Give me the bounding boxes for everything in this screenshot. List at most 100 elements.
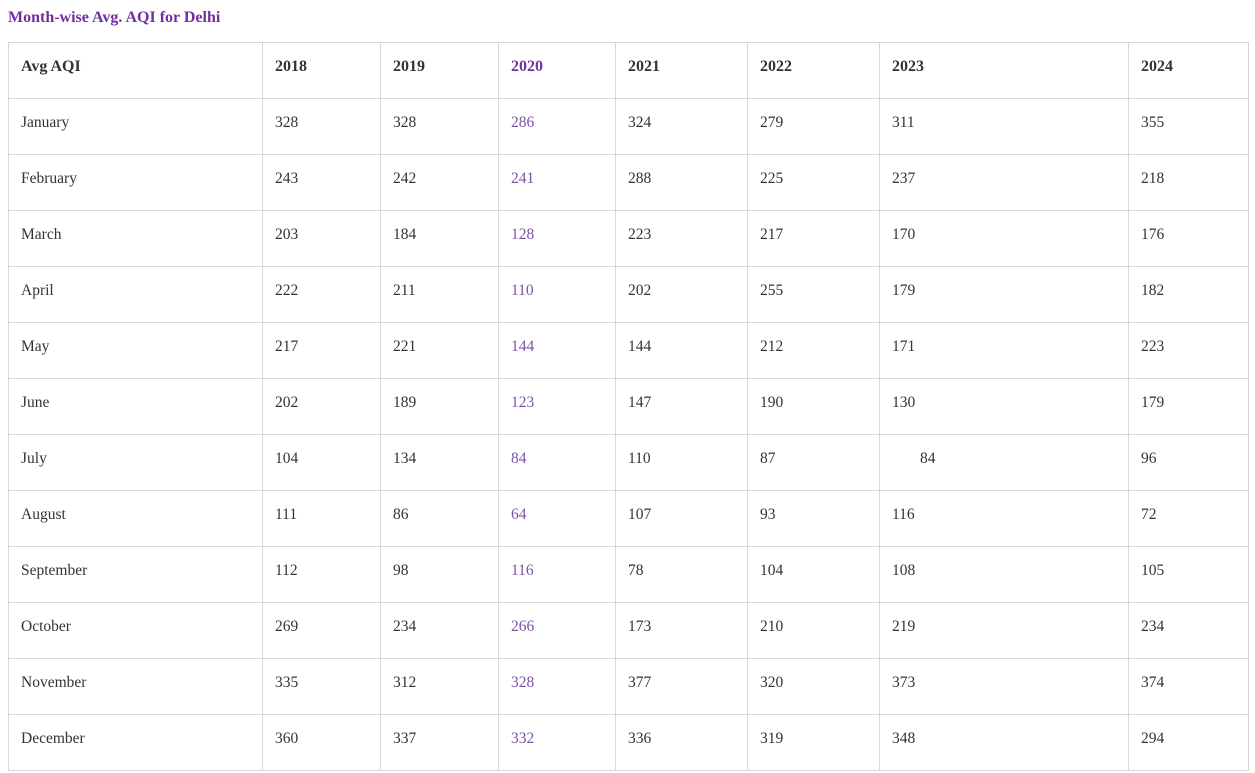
table-row-october: October 269 234 266 173 210 219 234: [8, 602, 1249, 659]
column-header-2022: 2022: [747, 42, 880, 99]
cell-march-2022: 217: [747, 210, 880, 267]
column-header-2024: 2024: [1128, 42, 1249, 99]
cell-july-2024: 96: [1128, 434, 1249, 491]
month-label-february: February: [8, 154, 263, 211]
cell-february-2021: 288: [615, 154, 748, 211]
cell-may-2022: 212: [747, 322, 880, 379]
table-row-january: January 328 328 286 324 279 311 355: [8, 98, 1249, 155]
cell-september-2024: 105: [1128, 546, 1249, 603]
cell-february-2020[interactable]: 241: [498, 154, 616, 211]
month-label-january: January: [8, 98, 263, 155]
table-header-row: Avg AQI 2018 2019 2020 2021 2022 2023 2024: [8, 42, 1249, 99]
cell-june-2024: 179: [1128, 378, 1249, 435]
column-header-2021: 2021: [615, 42, 748, 99]
cell-august-2021: 107: [615, 490, 748, 547]
cell-april-2023: 179: [879, 266, 1129, 323]
cell-may-2020[interactable]: 144: [498, 322, 616, 379]
month-label-december: December: [8, 714, 263, 771]
cell-august-2024: 72: [1128, 490, 1249, 547]
cell-november-2018: 335: [262, 658, 381, 715]
cell-june-2021: 147: [615, 378, 748, 435]
table-row-may: May 217 221 144 144 212 171 223: [8, 322, 1249, 379]
cell-february-2019: 242: [380, 154, 499, 211]
cell-september-2019: 98: [380, 546, 499, 603]
cell-april-2022: 255: [747, 266, 880, 323]
cell-october-2020[interactable]: 266: [498, 602, 616, 659]
cell-july-2020[interactable]: 84: [498, 434, 616, 491]
month-label-november: November: [8, 658, 263, 715]
cell-march-2019: 184: [380, 210, 499, 267]
cell-january-2018: 328: [262, 98, 381, 155]
column-header-2018: 2018: [262, 42, 381, 99]
month-label-june: June: [8, 378, 263, 435]
month-label-march: March: [8, 210, 263, 267]
table-row-june: June 202 189 123 147 190 130 179: [8, 378, 1249, 435]
cell-december-2022: 319: [747, 714, 880, 771]
cell-january-2023: 311: [879, 98, 1129, 155]
cell-october-2021: 173: [615, 602, 748, 659]
cell-may-2021: 144: [615, 322, 748, 379]
cell-december-2024: 294: [1128, 714, 1249, 771]
month-label-april: April: [8, 266, 263, 323]
cell-august-2018: 111: [262, 490, 381, 547]
cell-november-2023: 373: [879, 658, 1129, 715]
month-label-september: September: [8, 546, 263, 603]
cell-october-2018: 269: [262, 602, 381, 659]
cell-october-2019: 234: [380, 602, 499, 659]
cell-september-2023: 108: [879, 546, 1129, 603]
cell-january-2019: 328: [380, 98, 499, 155]
cell-april-2018: 222: [262, 266, 381, 323]
cell-november-2020[interactable]: 328: [498, 658, 616, 715]
table-row-august: August 111 86 64 107 93 116 72: [8, 490, 1249, 547]
cell-august-2023: 116: [879, 490, 1129, 547]
cell-december-2019: 337: [380, 714, 499, 771]
table-row-july: July 104 134 84 110 87 84 96: [8, 434, 1249, 491]
cell-june-2022: 190: [747, 378, 880, 435]
cell-october-2022: 210: [747, 602, 880, 659]
cell-july-2021: 110: [615, 434, 748, 491]
cell-november-2022: 320: [747, 658, 880, 715]
cell-february-2023: 237: [879, 154, 1129, 211]
cell-april-2021: 202: [615, 266, 748, 323]
cell-november-2019: 312: [380, 658, 499, 715]
cell-february-2022: 225: [747, 154, 880, 211]
cell-november-2024: 374: [1128, 658, 1249, 715]
cell-february-2018: 243: [262, 154, 381, 211]
cell-july-2022: 87: [747, 434, 880, 491]
table-row-february: February 243 242 241 288 225 237 218: [8, 154, 1249, 211]
cell-april-2024: 182: [1128, 266, 1249, 323]
cell-march-2024: 176: [1128, 210, 1249, 267]
cell-september-2020[interactable]: 116: [498, 546, 616, 603]
cell-august-2019: 86: [380, 490, 499, 547]
cell-july-2018: 104: [262, 434, 381, 491]
column-header-2020[interactable]: 2020: [498, 42, 616, 99]
cell-october-2023: 219: [879, 602, 1129, 659]
cell-july-2019: 134: [380, 434, 499, 491]
month-label-may: May: [8, 322, 263, 379]
cell-march-2023: 170: [879, 210, 1129, 267]
cell-may-2023: 171: [879, 322, 1129, 379]
cell-june-2020[interactable]: 123: [498, 378, 616, 435]
cell-march-2018: 203: [262, 210, 381, 267]
column-header-2023: 2023: [879, 42, 1129, 99]
cell-december-2020[interactable]: 332: [498, 714, 616, 771]
aqi-table: Avg AQI 2018 2019 2020 2021 2022 2023 2024 Janu…: [8, 42, 1249, 771]
table-row-march: March 203 184 128 223 217 170 176: [8, 210, 1249, 267]
cell-june-2018: 202: [262, 378, 381, 435]
table-row-november: November 335 312 328 377 320 373 374: [8, 658, 1249, 715]
cell-april-2020[interactable]: 110: [498, 266, 616, 323]
cell-may-2018: 217: [262, 322, 381, 379]
cell-march-2020[interactable]: 128: [498, 210, 616, 267]
month-label-october: October: [8, 602, 263, 659]
cell-september-2018: 112: [262, 546, 381, 603]
cell-january-2020[interactable]: 286: [498, 98, 616, 155]
cell-november-2021: 377: [615, 658, 748, 715]
cell-december-2023: 348: [879, 714, 1129, 771]
cell-september-2021: 78: [615, 546, 748, 603]
cell-january-2024: 355: [1128, 98, 1249, 155]
cell-august-2020[interactable]: 64: [498, 490, 616, 547]
page-title: Month-wise Avg. AQI for Delhi: [8, 9, 221, 26]
table-row-september: September 112 98 116 78 104 108 105: [8, 546, 1249, 603]
cell-january-2021: 324: [615, 98, 748, 155]
cell-october-2024: 234: [1128, 602, 1249, 659]
